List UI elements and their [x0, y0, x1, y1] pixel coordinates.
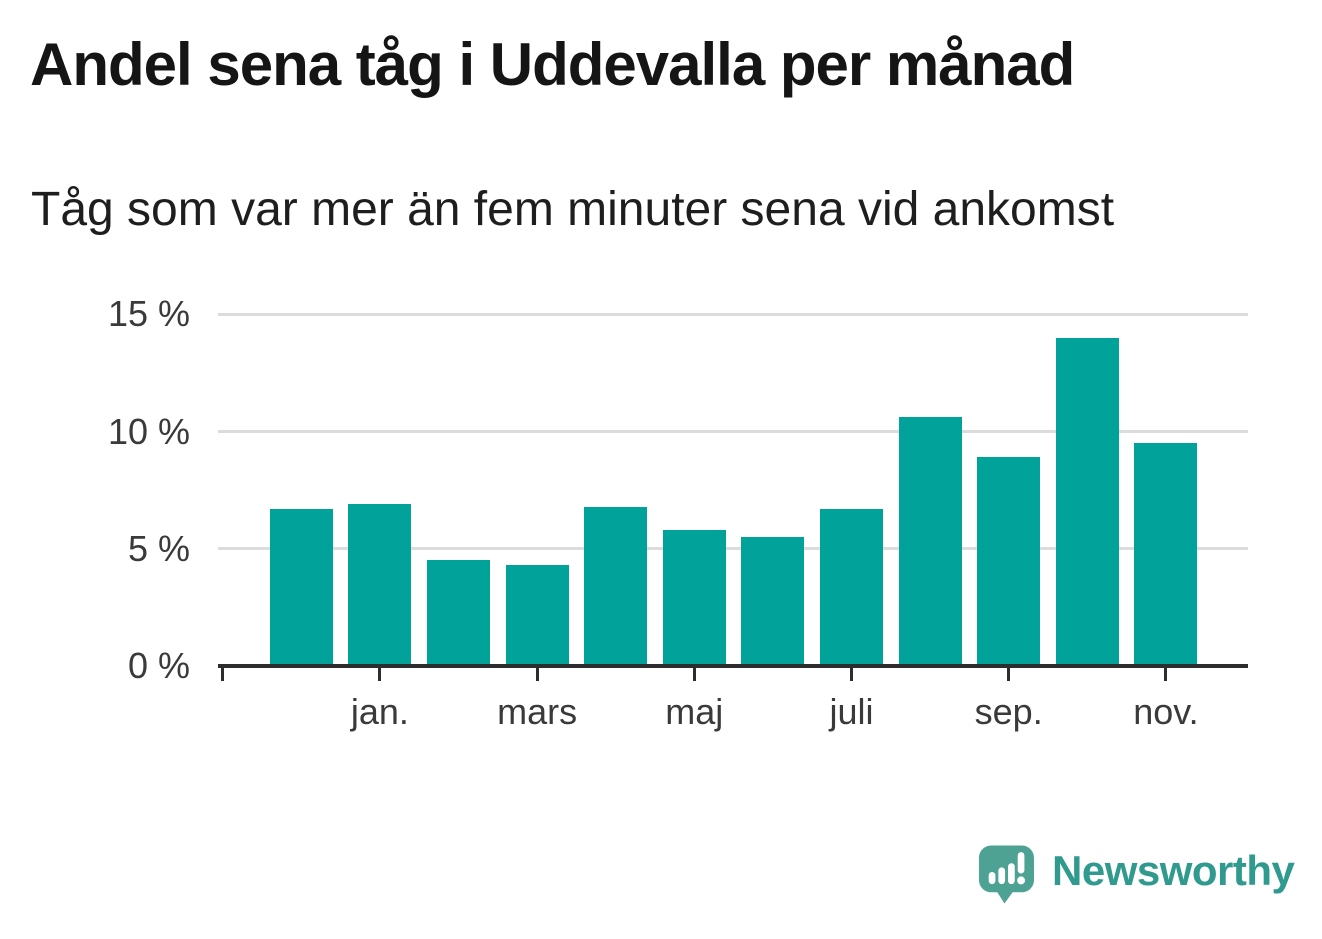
x-axis-tick [1164, 668, 1168, 681]
y-axis-label: 15 % [107, 293, 190, 335]
brand-footer: Newsworthy [978, 844, 1295, 906]
x-axis-tick [378, 668, 382, 681]
x-axis-tick [850, 668, 853, 681]
x-axis-start-tick [221, 668, 225, 681]
bar-apr [584, 507, 647, 664]
y-gridline [218, 547, 1248, 551]
bar-sep [977, 457, 1040, 664]
chart-subtitle: Tåg som var mer än fem minuter sena vid … [31, 183, 1115, 236]
x-axis-label: juli [829, 691, 874, 732]
bar-dec [270, 509, 333, 664]
bar-maj [663, 530, 726, 664]
x-axis-label: nov. [1133, 691, 1199, 732]
bar-juli [820, 509, 883, 664]
bar-nov [1134, 443, 1197, 664]
x-axis-line [218, 664, 1248, 668]
bar-mars [506, 565, 569, 664]
newsworthy-logo-icon [979, 845, 1034, 904]
x-axis-label: sep. [974, 691, 1043, 732]
bar-aug [899, 417, 962, 664]
y-axis-label: 0 % [127, 645, 190, 686]
brand-name: Newsworthy [1052, 847, 1295, 894]
x-axis-label: maj [665, 691, 724, 732]
y-gridline [218, 312, 1248, 316]
x-axis-label: mars [497, 691, 578, 732]
bar-feb [427, 560, 490, 664]
x-axis-tick [535, 668, 539, 681]
bar-jan [348, 504, 411, 664]
x-axis-label: jan. [350, 691, 409, 732]
y-gridline [218, 430, 1248, 433]
chart-title: Andel sena tåg i Uddevalla per månad [30, 31, 1075, 98]
y-axis-label: 5 % [127, 527, 190, 569]
x-axis-tick [692, 668, 696, 681]
x-axis-tick [1007, 668, 1011, 681]
bar-juni [741, 537, 804, 664]
y-axis-label: 10 % [107, 410, 190, 452]
bar-okt [1056, 338, 1119, 664]
